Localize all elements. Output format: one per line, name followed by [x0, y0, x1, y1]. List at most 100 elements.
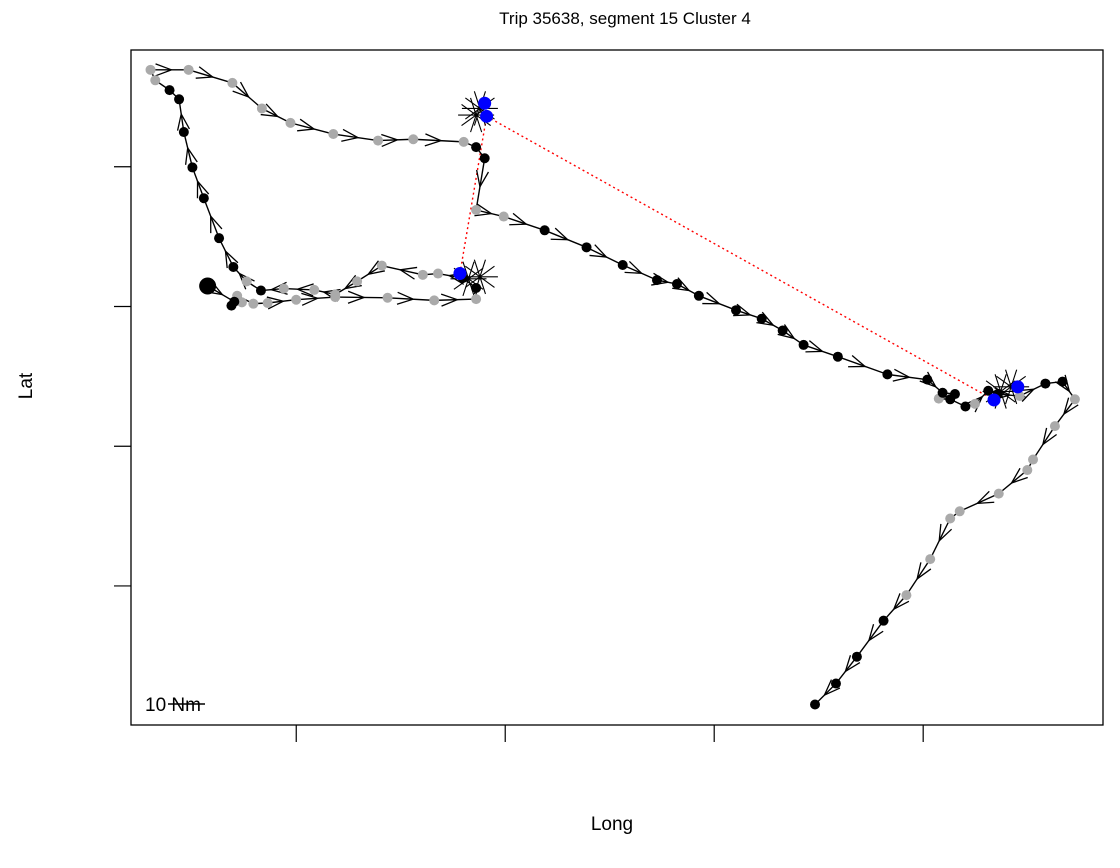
- track-point: [285, 117, 296, 128]
- track-point: [993, 488, 1004, 499]
- direction-arrow: [823, 679, 841, 697]
- direction-arrow: [892, 593, 910, 611]
- cluster-point: [478, 96, 492, 110]
- direction-arrow: [848, 354, 867, 368]
- track-segment: [434, 298, 477, 302]
- track-point: [1022, 465, 1033, 476]
- track-segment: [333, 133, 379, 142]
- track-point: [187, 162, 198, 173]
- track-point: [671, 279, 682, 290]
- track-point: [1057, 376, 1068, 387]
- track-point: [382, 292, 393, 303]
- track-segment: [698, 295, 737, 311]
- direction-arrow: [892, 368, 912, 382]
- track-point: [198, 193, 209, 204]
- track-point: [925, 554, 936, 565]
- direction-arrow: [424, 133, 443, 147]
- direction-burst-line: [479, 276, 495, 288]
- track-point: [471, 204, 482, 215]
- track-segment: [1032, 425, 1056, 460]
- track-point: [229, 296, 240, 307]
- track-point: [922, 374, 933, 385]
- track-point: [255, 285, 266, 296]
- track-point: [309, 284, 320, 295]
- track-point: [330, 292, 341, 303]
- direction-burst-line: [1005, 369, 1012, 388]
- track-point: [183, 64, 194, 75]
- direction-burst-line: [996, 375, 1012, 388]
- direction-arrow: [260, 103, 280, 118]
- track-point: [164, 85, 175, 96]
- track-point: [1040, 378, 1051, 389]
- track-point: [236, 297, 247, 308]
- track-point: [278, 283, 289, 294]
- track-point: [878, 615, 889, 626]
- track-point: [408, 134, 419, 145]
- track-segment: [413, 138, 464, 143]
- track-point: [248, 298, 259, 309]
- track-point: [174, 94, 185, 105]
- direction-burst-line: [479, 259, 486, 277]
- track-point: [1014, 391, 1025, 402]
- track-point: [983, 385, 994, 396]
- cluster-connector: [459, 116, 488, 274]
- y-axis-label: Lat: [16, 372, 37, 399]
- track-point: [373, 135, 384, 146]
- direction-burst-line: [462, 261, 470, 279]
- track-point: [693, 290, 704, 301]
- track-point: [731, 305, 741, 316]
- direction-burst-line: [475, 114, 483, 133]
- direction-burst-line: [1005, 386, 1012, 405]
- track-point: [433, 268, 444, 279]
- cluster-connector: [486, 115, 995, 401]
- track-point: [777, 325, 788, 336]
- direction-arrow: [702, 291, 722, 305]
- direction-arrow: [672, 277, 691, 292]
- direction-arrow: [224, 249, 239, 269]
- track-segment: [856, 620, 885, 658]
- cluster-connectors: [459, 115, 995, 401]
- direction-arrow: [232, 81, 251, 99]
- track-segment: [231, 82, 263, 109]
- track-point: [1049, 421, 1060, 432]
- track-point: [954, 506, 965, 517]
- x-axis-ticks: [295, 725, 924, 742]
- track-point: [150, 75, 161, 86]
- plot-frame: [130, 49, 1104, 726]
- track-segment: [203, 197, 220, 239]
- track-point: [241, 276, 252, 287]
- direction-arrow: [975, 490, 995, 505]
- track-point: [214, 233, 225, 244]
- track-point: [945, 513, 956, 524]
- track-point: [178, 127, 189, 138]
- track-segment: [503, 215, 545, 231]
- track-segment: [188, 69, 233, 84]
- direction-arrow: [1010, 467, 1028, 485]
- track-segment: [586, 246, 624, 266]
- track-point: [376, 260, 387, 271]
- track-segment: [998, 469, 1028, 495]
- track-point: [810, 699, 821, 710]
- direction-burst-line: [994, 374, 1002, 392]
- track-point: [145, 64, 156, 75]
- track-point: [882, 369, 893, 380]
- direction-arrow: [550, 227, 570, 241]
- direction-arrow: [509, 212, 528, 226]
- track-point: [651, 275, 662, 286]
- track-point: [1028, 454, 1039, 465]
- direction-arrow: [777, 324, 796, 340]
- track-point: [617, 260, 628, 271]
- track-point: [417, 269, 428, 280]
- cluster-point: [1011, 380, 1025, 394]
- track-point: [352, 276, 363, 287]
- direction-arrow: [266, 296, 286, 310]
- track-point: [1069, 394, 1080, 405]
- direction-arrow: [343, 274, 362, 290]
- track-point: [830, 678, 841, 689]
- direction-arrow: [295, 283, 314, 297]
- track-point: [937, 387, 948, 398]
- track-segment: [296, 296, 336, 301]
- track-segment: [837, 356, 888, 376]
- direction-burst-line: [461, 114, 477, 127]
